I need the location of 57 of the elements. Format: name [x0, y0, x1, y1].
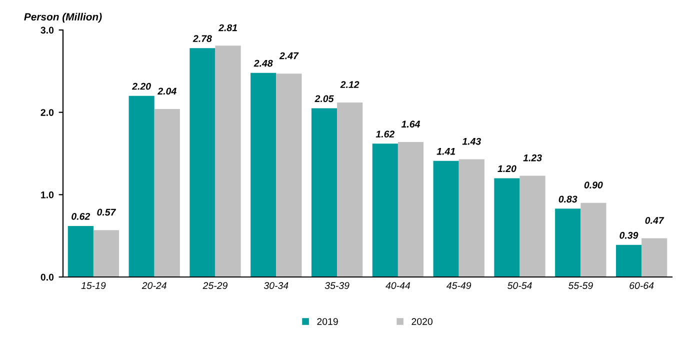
x-tick-label: 40-44	[386, 282, 410, 289]
data-label: 1.43	[462, 138, 481, 145]
bar	[458, 159, 484, 277]
bar	[128, 96, 154, 277]
y-tick-label: 0.0	[40, 274, 54, 281]
data-label: 0.47	[645, 216, 664, 224]
x-tick-label: 30-34	[264, 282, 288, 289]
x-tick-label: 15-19	[81, 282, 106, 289]
x-tick-label: 50-54	[508, 282, 532, 289]
data-label: 1.23	[523, 154, 542, 162]
bar	[433, 160, 459, 277]
bar	[642, 238, 668, 277]
bar	[250, 72, 276, 277]
data-label: 1.62	[376, 130, 395, 138]
x-tick-label: 35-39	[324, 282, 350, 289]
x-tick-label: 45-49	[446, 282, 472, 289]
bar	[276, 74, 302, 277]
y-tick-label: 1.0	[41, 191, 54, 198]
data-label: 0.62	[72, 212, 90, 220]
data-label: 0.90	[584, 182, 603, 188]
data-label: 1.20	[498, 165, 516, 172]
data-label: 1.41	[436, 148, 455, 155]
data-label: 2.78	[192, 35, 212, 42]
bar	[616, 244, 642, 277]
y-axis-title: Person (Million)	[24, 12, 102, 23]
data-label: 2.05	[314, 95, 334, 102]
bar	[68, 226, 94, 277]
data-label: 0.57	[97, 208, 116, 216]
x-tick-label: 20-24	[142, 282, 166, 289]
bar	[154, 109, 180, 277]
bar	[494, 178, 520, 277]
data-label: 1.64	[401, 120, 420, 128]
data-label: 0.83	[558, 196, 578, 203]
data-label: 0.39	[620, 232, 638, 239]
bar	[215, 46, 241, 277]
bar	[520, 176, 546, 277]
x-tick-label: 55-59	[568, 282, 593, 289]
bar	[398, 142, 424, 277]
data-label: 2.47	[279, 52, 299, 60]
bar	[372, 144, 398, 277]
data-label: 2.48	[254, 60, 273, 67]
data-label: 2.12	[340, 81, 360, 88]
legend-label: 2019	[317, 318, 338, 325]
bar	[555, 208, 581, 277]
data-label: 2.04	[158, 88, 176, 95]
bar	[337, 102, 363, 277]
legend-label: 2020	[412, 318, 432, 325]
data-label: 2.81	[218, 24, 237, 32]
data-label: 2.20	[132, 82, 151, 90]
x-tick-label: 25-29	[202, 282, 228, 289]
x-tick-label: 60-64	[630, 282, 654, 289]
y-tick-label: 3.0	[40, 26, 54, 34]
bar	[580, 202, 606, 277]
y-tick-label: 2.0	[40, 109, 54, 116]
bar	[93, 230, 120, 277]
bar	[311, 108, 338, 277]
bar	[190, 48, 216, 277]
